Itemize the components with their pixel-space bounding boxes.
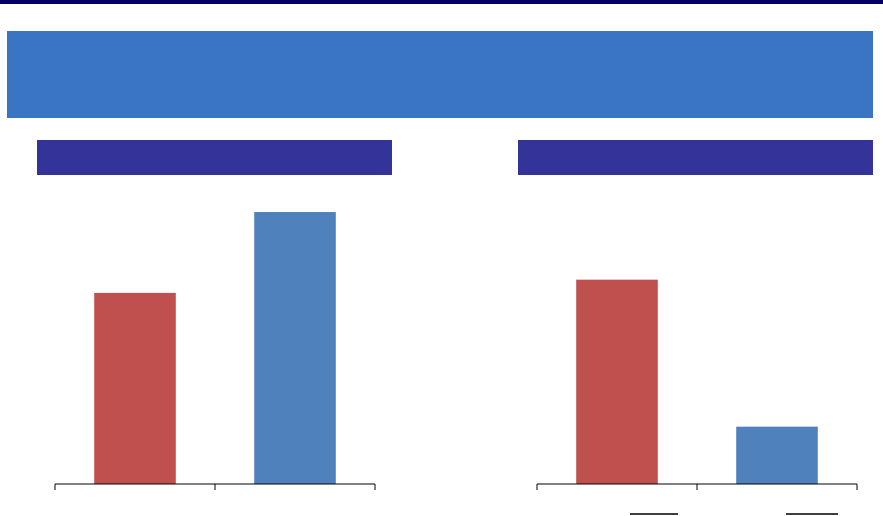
title-banner — [7, 31, 873, 118]
top-rule — [0, 0, 883, 4]
panel-header — [518, 140, 873, 175]
panel-header — [37, 140, 392, 175]
bar — [254, 212, 336, 485]
bar — [576, 279, 658, 484]
bar — [94, 292, 176, 484]
bar — [736, 426, 818, 484]
